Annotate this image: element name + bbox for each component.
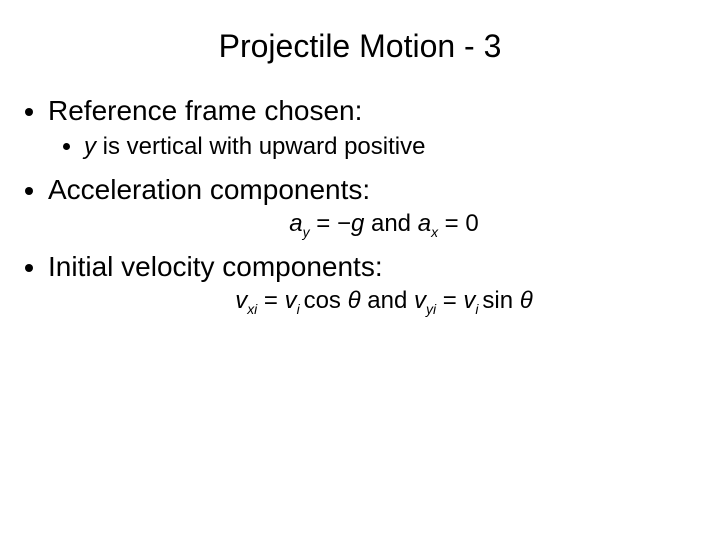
var-a: a: [289, 210, 302, 237]
var-theta: θ: [348, 287, 361, 314]
sub-x: x: [431, 224, 438, 240]
slide-title: Projectile Motion - 3: [0, 0, 720, 83]
eq-sign: =: [257, 287, 284, 314]
var-v2: v: [285, 287, 297, 314]
var-v4: v: [463, 287, 475, 314]
bullet-list: Reference frame chosen: y is vertical wi…: [0, 93, 720, 316]
bullet-acceleration: Acceleration components: ay = −g and ax …: [48, 172, 720, 239]
sub-i: i: [297, 301, 304, 317]
bullet-text: Acceleration components:: [48, 174, 370, 205]
sin-word: sin: [482, 287, 519, 314]
var-v: v: [235, 287, 247, 314]
bullet-text: Reference frame chosen:: [48, 95, 362, 126]
var-g: g: [351, 210, 364, 237]
bullet-initial-velocity: Initial velocity components: vxi = vi co…: [48, 249, 720, 316]
and-word: and: [364, 210, 417, 237]
equation-velocity: vxi = vi cos θ and vyi = vi sin θ: [48, 286, 720, 316]
sub-bullet-list: y is vertical with upward positive: [48, 132, 720, 162]
var-y: y: [84, 133, 96, 160]
equation-acceleration: ay = −g and ax = 0: [48, 209, 720, 239]
eq-sign: =: [310, 210, 337, 237]
var-v3: v: [414, 287, 426, 314]
sub-xi: xi: [247, 301, 257, 317]
sub-yi: yi: [426, 301, 436, 317]
sub-y: y: [303, 224, 310, 240]
eq-sign2: =: [436, 287, 463, 314]
sub-bullet-y-vertical: y is vertical with upward positive: [84, 132, 720, 162]
bullet-text: Initial velocity components:: [48, 251, 383, 282]
var-a2: a: [418, 210, 431, 237]
slide: Projectile Motion - 3 Reference frame ch…: [0, 0, 720, 540]
sub-bullet-text: is vertical with upward positive: [96, 133, 425, 160]
minus-sign: −: [337, 210, 351, 237]
cos-word: cos: [304, 287, 348, 314]
eq-zero: = 0: [438, 210, 479, 237]
and-word: and: [361, 287, 414, 314]
bullet-reference-frame: Reference frame chosen: y is vertical wi…: [48, 93, 720, 162]
var-theta2: θ: [520, 287, 533, 314]
